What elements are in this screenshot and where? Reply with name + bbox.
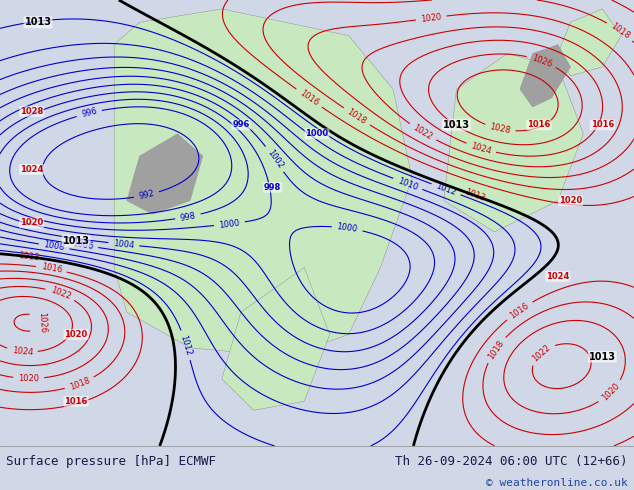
Text: 1013: 1013 (63, 236, 89, 246)
Text: 1028: 1028 (489, 122, 512, 136)
Text: 1018: 1018 (609, 22, 631, 41)
Text: 1016: 1016 (65, 397, 87, 406)
Text: 1012: 1012 (179, 334, 193, 356)
Text: 1016: 1016 (41, 263, 63, 275)
Text: © weatheronline.co.uk: © weatheronline.co.uk (486, 478, 628, 489)
Text: 1022: 1022 (411, 123, 434, 142)
Text: 1016: 1016 (527, 121, 550, 129)
Text: 1016: 1016 (508, 301, 531, 320)
Text: 1020: 1020 (559, 196, 582, 205)
Text: 1004: 1004 (113, 239, 134, 250)
Text: 1010: 1010 (396, 176, 419, 192)
Text: 1022: 1022 (49, 286, 72, 301)
Text: 1024: 1024 (547, 272, 569, 281)
Text: 1026: 1026 (530, 53, 553, 69)
Text: 1006: 1006 (72, 239, 94, 251)
Text: 1012: 1012 (435, 181, 458, 197)
Text: 1000: 1000 (336, 222, 358, 234)
Text: Th 26-09-2024 06:00 UTC (12+66): Th 26-09-2024 06:00 UTC (12+66) (395, 455, 628, 468)
Text: 1022: 1022 (531, 343, 552, 363)
Text: 1024: 1024 (11, 346, 33, 357)
Text: 1016: 1016 (591, 121, 614, 129)
Text: 1002: 1002 (265, 148, 285, 170)
Polygon shape (127, 134, 203, 214)
Text: 1013: 1013 (18, 251, 40, 263)
Polygon shape (114, 9, 412, 357)
Text: 1013: 1013 (463, 188, 486, 203)
Text: 1013: 1013 (25, 17, 51, 27)
Text: 998: 998 (179, 211, 197, 222)
Text: 1020: 1020 (20, 219, 43, 227)
Text: 1026: 1026 (37, 312, 46, 333)
Text: 1020: 1020 (65, 330, 87, 339)
Text: 1000: 1000 (219, 218, 240, 229)
Text: 1016: 1016 (298, 88, 320, 108)
Polygon shape (444, 53, 583, 232)
Text: Surface pressure [hPa] ECMWF: Surface pressure [hPa] ECMWF (6, 455, 216, 468)
Text: 1024: 1024 (470, 141, 493, 156)
Text: 1028: 1028 (20, 107, 43, 116)
Text: 1020: 1020 (420, 12, 442, 24)
Text: 1018: 1018 (346, 107, 368, 126)
Text: 1020: 1020 (18, 374, 39, 383)
Polygon shape (520, 45, 571, 107)
Text: 1008: 1008 (43, 240, 65, 252)
Text: 1024: 1024 (20, 165, 43, 174)
Text: 1020: 1020 (600, 382, 621, 403)
Text: 1013: 1013 (443, 120, 470, 130)
Text: 996: 996 (81, 107, 98, 120)
Polygon shape (222, 268, 330, 410)
Text: 998: 998 (264, 183, 281, 192)
Text: 992: 992 (138, 189, 155, 201)
Text: 1013: 1013 (589, 352, 616, 362)
Text: 1000: 1000 (306, 129, 328, 138)
Text: 1018: 1018 (68, 376, 91, 392)
Polygon shape (558, 9, 621, 76)
Text: 1018: 1018 (486, 338, 505, 361)
Text: 996: 996 (232, 121, 250, 129)
